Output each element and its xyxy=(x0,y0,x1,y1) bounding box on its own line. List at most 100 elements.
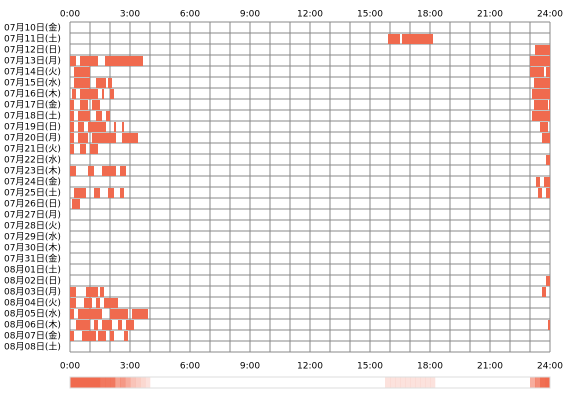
segment xyxy=(108,188,114,198)
x-tick-label: 9:00 xyxy=(240,10,260,20)
density-cell xyxy=(405,377,411,388)
density-cell xyxy=(195,377,200,388)
segment xyxy=(70,133,74,143)
segment xyxy=(86,287,98,297)
density-cell xyxy=(485,377,490,388)
segment xyxy=(70,100,74,110)
segment xyxy=(120,166,126,176)
density-cell xyxy=(235,377,240,388)
density-cell xyxy=(185,377,190,388)
row-label: 07月18日(土) xyxy=(4,110,61,122)
segment xyxy=(546,188,550,198)
row-label: 07月14日(火) xyxy=(4,67,61,78)
density-cell xyxy=(220,377,225,388)
density-cell xyxy=(545,377,551,388)
segment xyxy=(70,166,76,176)
segment xyxy=(530,67,544,77)
segment xyxy=(546,67,550,77)
segment xyxy=(70,56,76,66)
density-cell xyxy=(110,377,116,388)
row-label: 07月11日(土) xyxy=(4,33,61,45)
density-cell xyxy=(440,377,445,388)
segment xyxy=(110,309,128,319)
density-cell xyxy=(240,377,245,388)
density-cell xyxy=(120,377,126,388)
row-label: 07月30日(木) xyxy=(4,242,61,254)
density-cell xyxy=(100,377,106,388)
density-cell xyxy=(330,377,335,388)
density-cell xyxy=(535,377,541,388)
segment xyxy=(544,177,550,187)
density-cell xyxy=(345,377,350,388)
segment xyxy=(126,320,134,330)
density-cell xyxy=(510,377,515,388)
density-cell xyxy=(205,377,210,388)
density-cell xyxy=(490,377,495,388)
density-cell xyxy=(430,377,436,388)
segment xyxy=(132,309,148,319)
density-cell xyxy=(115,377,121,388)
x-tick-label: 24:00 xyxy=(537,10,563,20)
row-label: 07月26日(日) xyxy=(4,199,61,210)
density-cell xyxy=(210,377,215,388)
density-cell xyxy=(325,377,330,388)
segment xyxy=(542,133,550,143)
row-label: 07月25日(土) xyxy=(4,187,61,199)
row-label: 07月29日(水) xyxy=(4,231,61,243)
x-tick-label: 21:00 xyxy=(477,10,503,20)
density-cell xyxy=(320,377,325,388)
segment xyxy=(534,78,550,88)
segment xyxy=(92,133,116,143)
row-label: 07月24日(金) xyxy=(4,176,61,188)
density-cell xyxy=(80,377,86,388)
density-cell xyxy=(170,377,175,388)
density-cell xyxy=(350,377,355,388)
row-label: 07月23日(木) xyxy=(4,165,61,177)
segment xyxy=(102,166,116,176)
segment xyxy=(535,45,550,55)
density-cell xyxy=(425,377,431,388)
density-cell xyxy=(390,377,396,388)
density-cell xyxy=(140,377,146,388)
row-label: 07月15日(水) xyxy=(4,77,61,89)
segment xyxy=(96,111,102,121)
segment xyxy=(536,177,540,187)
density-cell xyxy=(160,377,165,388)
density-cell xyxy=(335,377,340,388)
segment xyxy=(114,122,116,132)
row-label: 07月10日(金) xyxy=(4,22,61,34)
density-cell xyxy=(85,377,91,388)
density-cell xyxy=(155,377,160,388)
row-label: 08月01日(土) xyxy=(4,264,61,276)
density-cell xyxy=(70,377,76,388)
density-cell xyxy=(415,377,421,388)
density-cell xyxy=(385,377,391,388)
row-label: 07月31日(金) xyxy=(4,253,61,265)
segment xyxy=(78,309,102,319)
x-tick-label: 21:00 xyxy=(477,362,503,372)
density-cell xyxy=(505,377,510,388)
density-cell xyxy=(375,377,380,388)
segment xyxy=(100,287,104,297)
segment xyxy=(74,67,90,77)
segment xyxy=(92,100,100,110)
row-label: 08月05日(水) xyxy=(4,308,61,320)
density-cell xyxy=(125,377,131,388)
density-cell xyxy=(150,377,155,388)
segment xyxy=(124,331,128,341)
segment xyxy=(532,89,550,99)
segment xyxy=(94,188,100,198)
x-tick-label: 3:00 xyxy=(120,362,140,372)
density-cell xyxy=(470,377,475,388)
density-cell xyxy=(420,377,426,388)
segment xyxy=(540,122,548,132)
segment xyxy=(80,56,98,66)
segment xyxy=(110,89,114,99)
x-tick-label: 6:00 xyxy=(180,10,200,20)
density-cell xyxy=(465,377,470,388)
row-label: 07月22日(水) xyxy=(4,154,61,166)
density-cell xyxy=(215,377,220,388)
x-tick-label: 15:00 xyxy=(357,362,383,372)
segment xyxy=(88,122,106,132)
density-cell xyxy=(540,377,546,388)
